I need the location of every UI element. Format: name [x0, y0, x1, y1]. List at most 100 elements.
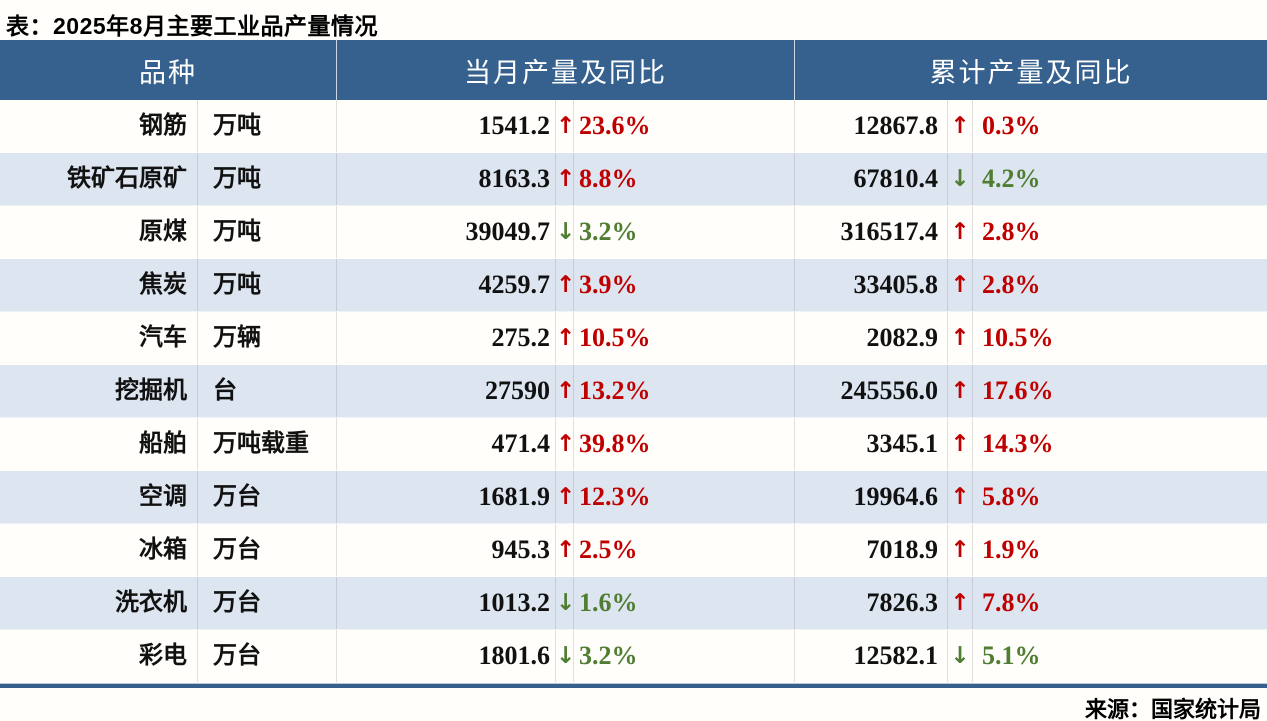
monthly-value: 27590	[337, 365, 556, 417]
monthly-pct: 3.9%	[574, 259, 795, 311]
table-header-cumulative: 累计产量及同比	[929, 57, 1133, 88]
industrial-output-table: 品种 当月产量及同比 累计产量及同比 钢筋 万吨 1541.2 ↑ 23.6% 12867…	[0, 40, 1267, 683]
up-arrow-icon: ↑	[556, 365, 575, 417]
cumulative-value: 2082.9	[795, 312, 948, 364]
product-name: 挖掘机	[0, 365, 198, 417]
page-title: 表：2025年8月主要工业品产量情况	[6, 13, 378, 39]
table-header-monthly: 当月产量及同比	[337, 40, 795, 100]
product-name: 船舶	[0, 418, 198, 470]
product-unit: 万吨载重	[198, 418, 337, 470]
table-bottom-border	[0, 683, 1267, 688]
product-name: 空调	[0, 471, 198, 523]
monthly-pct: 39.8%	[574, 418, 795, 470]
product-name: 冰箱	[0, 524, 198, 576]
monthly-pct: 8.8%	[574, 153, 795, 205]
monthly-pct: 3.2%	[574, 206, 795, 258]
table-header-row: 品种 当月产量及同比 累计产量及同比	[0, 40, 1267, 100]
monthly-value: 8163.3	[337, 153, 556, 205]
cumulative-value: 3345.1	[795, 418, 948, 470]
table-row: 挖掘机台 27590 ↑ 13.2% 245556.0 ↑ 17.6%	[0, 365, 1267, 418]
product-unit: 万吨	[198, 259, 337, 311]
down-arrow-icon: ↓	[556, 206, 575, 258]
table-row: 钢筋 万吨 1541.2 ↑ 23.6% 12867.8 ↑ 0.3%	[0, 100, 1267, 153]
up-arrow-icon: ↑	[556, 259, 575, 311]
up-arrow-icon: ↑	[556, 153, 575, 205]
up-arrow-icon: ↑	[948, 100, 973, 152]
monthly-pct: 13.2%	[574, 365, 795, 417]
table-row: 洗衣机 万台 1013.2 ↓ 1.6% 7826.3 ↑ 7.8%	[0, 577, 1267, 630]
cumulative-value: 67810.4	[795, 153, 948, 205]
table-row: 空调 万台 1681.9 ↑ 12.3% 19964.6 ↑ 5.8%	[0, 471, 1267, 524]
product-unit: 万吨	[198, 100, 337, 152]
up-arrow-icon: ↑	[948, 418, 973, 470]
monthly-value: 1013.2	[337, 577, 556, 629]
up-arrow-icon: ↑	[556, 100, 575, 152]
monthly-value: 275.2	[337, 312, 556, 364]
cumulative-pct: 5.8%	[982, 482, 1041, 511]
cumulative-value: 12582.1	[795, 630, 948, 682]
monthly-pct: 23.6%	[574, 100, 795, 152]
product-unit: 万吨	[198, 153, 337, 205]
down-arrow-icon: ↓	[948, 630, 973, 682]
table-body: 钢筋 万吨 1541.2 ↑ 23.6% 12867.8 ↑ 0.3% 铁矿石原矿 万吨 8163.…	[0, 100, 1267, 683]
up-arrow-icon: ↑	[948, 577, 973, 629]
monthly-pct: 3.2%	[574, 630, 795, 682]
cumulative-pct: 17.6%	[982, 376, 1054, 405]
product-unit: 万台	[198, 577, 337, 629]
monthly-pct: 1.6%	[574, 577, 795, 629]
up-arrow-icon: ↑	[948, 259, 973, 311]
cumulative-pct: 5.1%	[982, 641, 1041, 670]
cumulative-pct: 1.9%	[982, 535, 1041, 564]
up-arrow-icon: ↑	[948, 471, 973, 523]
monthly-value: 1681.9	[337, 471, 556, 523]
product-name: 铁矿石原矿	[0, 153, 198, 205]
cumulative-value: 316517.4	[795, 206, 948, 258]
table-header-variety: 品种	[0, 40, 337, 100]
monthly-value: 471.4	[337, 418, 556, 470]
cumulative-value: 245556.0	[795, 365, 948, 417]
monthly-value: 1801.6	[337, 630, 556, 682]
cumulative-value: 12867.8	[795, 100, 948, 152]
product-name: 彩电	[0, 630, 198, 682]
product-name: 原煤	[0, 206, 198, 258]
table-row: 船舶 万吨载重 471.4 ↑ 39.8% 3345.1 ↑ 14.3%	[0, 418, 1267, 471]
table-row: 原煤 万吨 39049.7 ↓ 3.2% 316517.4 ↑ 2.8%	[0, 206, 1267, 259]
cumulative-value: 7826.3	[795, 577, 948, 629]
up-arrow-icon: ↑	[556, 418, 575, 470]
monthly-value: 4259.7	[337, 259, 556, 311]
down-arrow-icon: ↓	[556, 630, 575, 682]
product-unit: 台	[198, 365, 337, 417]
product-name: 焦炭	[0, 259, 198, 311]
cumulative-pct: 4.2%	[982, 164, 1041, 193]
table-row: 冰箱 万台 945.3 ↑ 2.5% 7018.9 ↑ 1.9%	[0, 524, 1267, 577]
cumulative-pct: 2.8%	[982, 217, 1041, 246]
up-arrow-icon: ↑	[948, 365, 973, 417]
monthly-pct: 2.5%	[574, 524, 795, 576]
product-unit: 万台	[198, 471, 337, 523]
cumulative-value: 33405.8	[795, 259, 948, 311]
up-arrow-icon: ↑	[556, 312, 575, 364]
down-arrow-icon: ↓	[948, 153, 973, 205]
monthly-value: 39049.7	[337, 206, 556, 258]
monthly-value: 1541.2	[337, 100, 556, 152]
table-row: 铁矿石原矿 万吨 8163.3 ↑ 8.8% 67810.4 ↓ 4.2%	[0, 153, 1267, 206]
product-name: 汽车	[0, 312, 198, 364]
cumulative-value: 7018.9	[795, 524, 948, 576]
up-arrow-icon: ↑	[948, 206, 973, 258]
cumulative-pct: 14.3%	[982, 429, 1054, 458]
table-row: 彩电 万台 1801.6 ↓ 3.2% 12582.1 ↓ 5.1%	[0, 630, 1267, 683]
monthly-pct: 12.3%	[574, 471, 795, 523]
table-row: 焦炭 万吨 4259.7 ↑ 3.9% 33405.8 ↑ 2.8%	[0, 259, 1267, 312]
up-arrow-icon: ↑	[556, 524, 575, 576]
table-row: 汽车 万辆 275.2 ↑ 10.5% 2082.9 ↑ 10.5%	[0, 312, 1267, 365]
source-label: 来源：国家统计局	[1084, 697, 1261, 721]
product-unit: 万台	[198, 524, 337, 576]
cumulative-pct: 10.5%	[982, 323, 1054, 352]
up-arrow-icon: ↑	[948, 312, 973, 364]
product-name: 洗衣机	[0, 577, 198, 629]
monthly-pct: 10.5%	[574, 312, 795, 364]
product-unit: 万台	[198, 630, 337, 682]
up-arrow-icon: ↑	[556, 471, 575, 523]
up-arrow-icon: ↑	[948, 524, 973, 576]
cumulative-pct: 2.8%	[982, 270, 1041, 299]
